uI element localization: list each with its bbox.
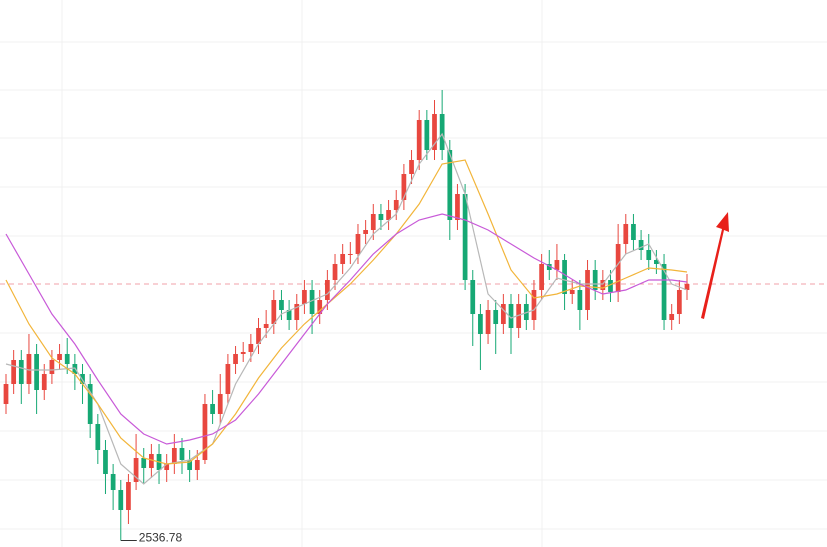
- candle-body: [386, 210, 391, 220]
- candle-body: [41, 374, 47, 390]
- candle-body: [187, 460, 193, 470]
- candle-body: [623, 224, 629, 244]
- candle-body: [615, 244, 621, 292]
- candle-body: [34, 354, 39, 390]
- candle-body: [210, 404, 215, 414]
- candle-body: [478, 314, 483, 334]
- candle-body: [409, 160, 414, 174]
- candle-body: [225, 364, 231, 394]
- min-label: 2536.78: [139, 531, 183, 545]
- candle-body: [493, 310, 499, 324]
- candle-body: [676, 290, 682, 314]
- candle-body: [256, 328, 261, 344]
- candle-body: [424, 120, 430, 150]
- candle-body: [271, 300, 277, 324]
- candle-body: [294, 304, 300, 320]
- candle-body: [654, 260, 659, 264]
- plot: 2536.78: [0, 90, 827, 545]
- candle-body: [370, 214, 376, 230]
- candle-body: [179, 448, 185, 460]
- candle-body: [608, 280, 613, 292]
- candle-body: [164, 464, 170, 470]
- candle-body: [95, 424, 101, 450]
- candle-body: [240, 352, 246, 354]
- candle-body: [447, 150, 453, 220]
- candle-body: [500, 304, 506, 324]
- candle-body: [554, 260, 560, 270]
- candle-body: [600, 280, 606, 290]
- candle-body: [661, 264, 667, 320]
- candle-body: [646, 250, 652, 260]
- candle-body: [462, 194, 468, 280]
- candle-body: [18, 360, 24, 384]
- candle-body: [3, 384, 9, 404]
- candle-body: [531, 290, 537, 320]
- candle-body: [64, 354, 70, 364]
- candle-body: [340, 254, 346, 264]
- candle-body: [562, 260, 567, 294]
- candle-body: [202, 404, 208, 460]
- candle-body: [592, 270, 598, 290]
- candle-body: [103, 450, 108, 474]
- candle-body: [171, 448, 177, 464]
- candle-body: [347, 254, 353, 255]
- candle-body: [324, 280, 330, 300]
- candle-body: [577, 290, 583, 310]
- candle-body: [684, 284, 690, 290]
- candle-body: [546, 264, 552, 270]
- candle-body: [455, 194, 460, 220]
- candle-body: [118, 490, 124, 510]
- candle-body: [585, 270, 590, 310]
- candle-body: [57, 354, 62, 360]
- candle-body: [279, 300, 284, 310]
- candle-body: [432, 114, 437, 150]
- candle-body: [416, 120, 422, 160]
- candle-body: [149, 454, 154, 468]
- candle-body: [194, 460, 200, 470]
- candle-body: [669, 314, 675, 320]
- moving-average: [5, 159, 688, 465]
- candle-body: [87, 384, 93, 424]
- candle-body: [355, 234, 361, 254]
- moving-average: [5, 213, 688, 445]
- candle-body: [11, 360, 17, 384]
- candle-body: [378, 214, 384, 220]
- candle-body: [523, 304, 529, 320]
- candle-body: [26, 354, 32, 384]
- candle-body: [233, 354, 238, 364]
- trend-arrow: [701, 212, 729, 319]
- candle-body: [302, 290, 307, 304]
- candle-body: [263, 324, 269, 328]
- candle-body: [49, 360, 55, 374]
- candle-body: [309, 290, 315, 314]
- candle-body: [110, 474, 116, 490]
- candle-body: [248, 344, 254, 352]
- candle-body: [485, 310, 491, 334]
- candle-body: [393, 200, 399, 210]
- candle-body: [569, 290, 575, 294]
- candle-body: [439, 114, 445, 150]
- candle-body: [317, 300, 323, 314]
- candle-body: [470, 280, 476, 314]
- candle-body: [539, 264, 544, 290]
- candle-body: [508, 304, 514, 328]
- candle-body: [133, 458, 139, 482]
- candle-body: [363, 230, 369, 234]
- candle-body: [401, 174, 407, 200]
- candle-body: [516, 304, 522, 328]
- candle-body: [217, 394, 223, 414]
- candle-body: [631, 224, 636, 240]
- candle-body: [332, 264, 338, 280]
- candle-body: [141, 458, 147, 468]
- candle-body: [638, 240, 644, 250]
- candle-body: [126, 482, 131, 510]
- candle-body: [286, 310, 292, 320]
